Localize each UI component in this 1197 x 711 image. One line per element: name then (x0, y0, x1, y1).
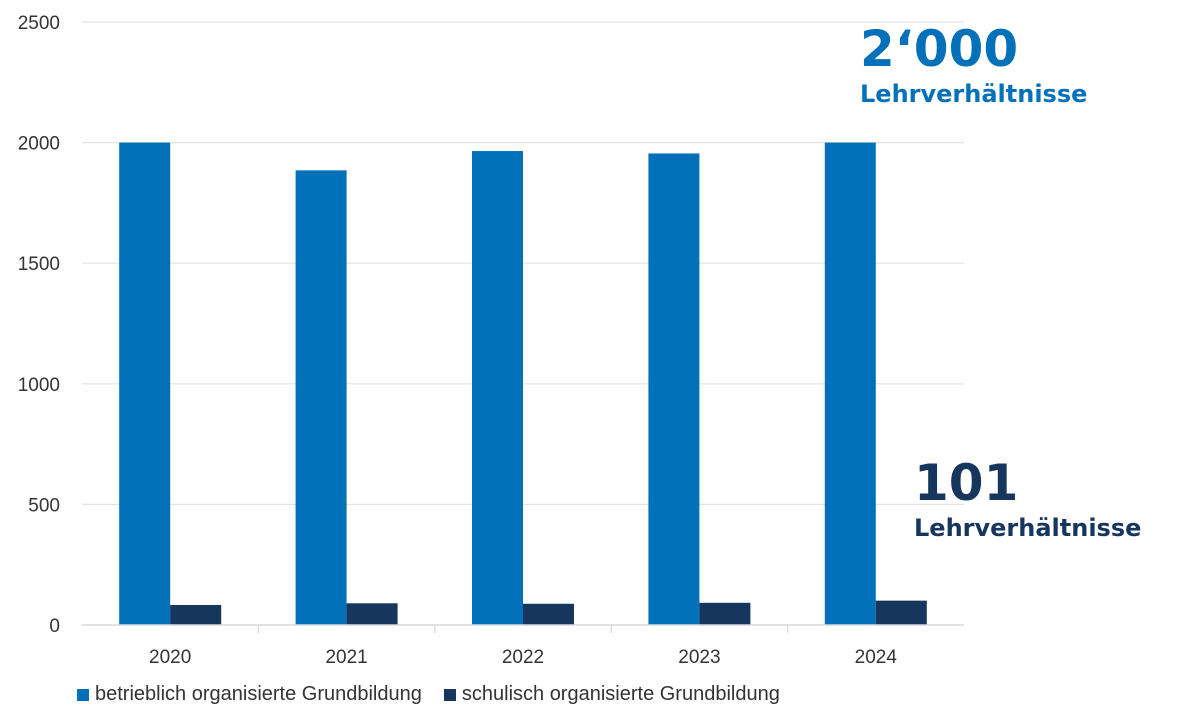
x-tick-label: 2021 (325, 647, 367, 668)
axes: 0 500 1000 1500 2000 2500 2020 2021 2022 2023 2024 (18, 13, 964, 668)
bar-betrieblich-2024 (824, 142, 876, 625)
bar-betrieblich-2020 (119, 142, 171, 625)
bar-betrieblich-2023 (648, 153, 700, 626)
bar-betrieblich-2022 (472, 151, 523, 626)
bar-schulisch-2023 (699, 602, 751, 625)
y-tick-label: 1500 (18, 254, 60, 275)
x-tick-label: 2023 (678, 647, 720, 668)
legend-item-betrieblich: betrieblich organisierte Grundbildung (77, 683, 422, 706)
y-tick-label: 500 (28, 495, 60, 516)
callout-label: Lehrverhältnisse (914, 514, 1142, 542)
legend-swatch (77, 688, 89, 701)
legend-swatch (443, 688, 456, 701)
x-tick-label: 2020 (149, 647, 191, 668)
callout-value: 2‘000 (860, 20, 1019, 78)
y-tick-label: 2500 (18, 13, 60, 34)
legend-label: betrieblich organisierte Grundbildung (95, 683, 422, 705)
callout-value: 101 (914, 454, 1019, 512)
legend-label: schulisch organisierte Grundbildung (461, 683, 780, 705)
bar-betrieblich-2021 (295, 170, 347, 625)
y-tick-label: 2000 (18, 134, 60, 155)
bar-schulisch-2024 (875, 600, 927, 625)
y-tick-label: 0 (49, 616, 60, 637)
legend-item-schulisch: schulisch organisierte Grundbildung (443, 683, 780, 706)
callout-label: Lehrverhältnisse (860, 80, 1088, 108)
bar-schulisch-2020 (170, 604, 222, 625)
legend: betrieblich organisierte Grundbildung sc… (77, 683, 802, 706)
y-tick-label: 1000 (18, 375, 60, 396)
callout-total-betrieblich: 2‘000 Lehrverhältnisse (860, 24, 1087, 106)
bar-schulisch-2021 (346, 603, 398, 625)
bar-schulisch-2022 (523, 603, 574, 625)
bars (119, 142, 927, 626)
callout-total-schulisch: 101 Lehrverhältnisse (914, 458, 1141, 540)
x-tick-label: 2024 (855, 647, 898, 668)
x-tick-label: 2022 (502, 647, 544, 668)
